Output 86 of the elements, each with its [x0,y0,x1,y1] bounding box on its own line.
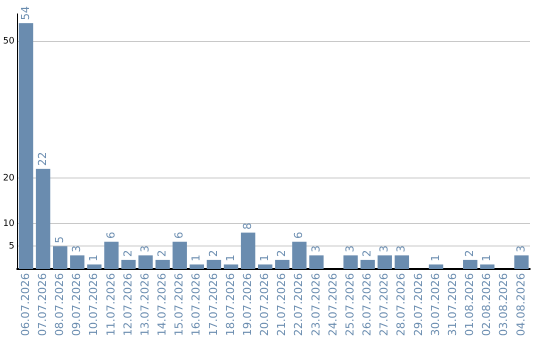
bar [104,242,119,270]
x-tick-label: 30.07.2026 [428,273,442,336]
data-label: 2 [156,250,169,257]
data-label: 2 [275,250,288,257]
x-tick-label: 22.07.2026 [292,273,306,336]
data-label: 2 [121,250,134,257]
bar [172,242,187,270]
data-label: 6 [104,232,118,239]
data-label: 1 [190,254,203,262]
data-label: 5 [53,236,66,244]
x-tick-label: 15.07.2026 [172,273,186,336]
bar [87,264,102,270]
bar [18,23,34,270]
bar [343,255,358,270]
x-tick-label: 07.07.2026 [36,273,49,336]
bar [428,264,444,270]
data-label: 3 [343,245,356,252]
x-tick-label: 11.07.2026 [104,273,118,336]
x-tick-label: 08.07.2026 [53,273,66,336]
bar [480,264,494,270]
bar [70,255,84,270]
bar [121,260,136,270]
data-label: 22 [36,152,49,166]
x-tick-label: 13.07.2026 [138,273,152,336]
data-label: 1 [258,254,272,262]
bar [275,260,290,270]
x-tick-label: 01.08.2026 [463,273,476,336]
x-tick-label: 26.07.2026 [360,273,374,336]
x-tick-label: 27.07.2026 [378,273,391,336]
data-label: 8 [240,222,254,230]
data-label: 1 [428,254,442,262]
x-tick-label: 25.07.2026 [343,273,356,336]
x-tick-label: 23.07.2026 [309,273,322,336]
data-label: 2 [360,250,374,257]
x-tick-label: 03.08.2026 [497,273,510,336]
data-label: 3 [70,245,84,252]
bar [258,264,272,270]
data-label: 1 [87,254,100,262]
bar [463,260,478,270]
bar [378,255,392,270]
x-tick-label: 28.07.2026 [394,273,408,336]
x-tick-label: 20.07.2026 [258,273,272,336]
x-tick-label: 02.08.2026 [480,273,494,336]
x-tick-label: 16.07.2026 [190,273,203,336]
data-label: 2 [463,250,476,257]
x-tick-label: 24.07.2026 [326,273,340,336]
data-label: 3 [138,245,152,252]
data-label: 2 [206,250,220,257]
bar [190,264,204,270]
x-tick-label: 31.07.2026 [446,273,459,336]
bar [224,264,238,270]
data-label: 3 [394,245,408,252]
bar [156,260,170,270]
bar [206,260,222,270]
data-label: 6 [172,232,186,239]
x-tick-label: 06.07.2026 [18,273,32,336]
bar [360,260,375,270]
x-tick-label: 17.07.2026 [206,273,220,336]
data-label: 1 [224,254,237,262]
bar [394,255,410,270]
bar [240,232,256,270]
x-tick-label: 18.07.2026 [224,273,237,336]
data-label: 3 [514,245,528,252]
data-label: 6 [292,232,306,239]
data-label: 54 [18,6,32,20]
data-label: 3 [378,245,391,252]
bar [514,255,529,270]
data-label: 1 [480,254,494,262]
y-tick-label: 10 [3,218,15,229]
x-tick-label: 19.07.2026 [240,273,254,336]
bar [52,246,68,270]
bar [309,255,324,270]
x-tick-label: 04.08.2026 [514,273,528,336]
bar [36,168,50,270]
x-tick-label: 10.07.2026 [87,273,100,336]
x-tick-label: 29.07.2026 [412,273,425,336]
bar [138,255,153,270]
y-tick-label: 20 [3,173,15,184]
x-tick-label: 21.07.2026 [275,273,288,336]
y-tick-label: 50 [3,36,15,47]
x-tick-label: 12.07.2026 [121,273,134,336]
x-tick-label: 09.07.2026 [70,273,84,336]
bar [292,242,307,270]
data-label: 3 [309,245,322,252]
y-tick-label: 5 [8,242,14,252]
x-tick-label: 14.07.2026 [156,273,169,336]
